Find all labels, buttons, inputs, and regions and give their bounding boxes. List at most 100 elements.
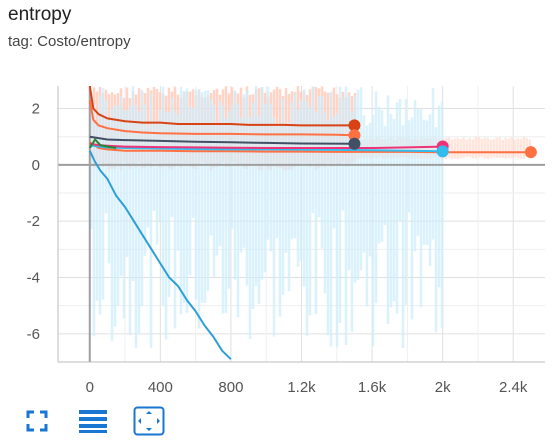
raw-band-bar (266, 86, 270, 240)
raw-band-bar (401, 125, 405, 348)
raw-band-bar (206, 90, 210, 292)
toggle-log-button[interactable] (76, 405, 110, 437)
raw-band-bar (242, 94, 246, 248)
series-end-marker[interactable] (348, 129, 361, 142)
series-end-marker[interactable] (524, 146, 537, 159)
raw-band-bar (501, 139, 504, 158)
raw-band-bar (413, 100, 417, 252)
raw-band-bar (209, 98, 213, 236)
chart-tag: tag: Costo/entropy (8, 33, 131, 50)
raw-band-bar (143, 103, 147, 256)
fit-domain-button[interactable] (132, 405, 166, 437)
raw-band-bar (465, 139, 468, 158)
raw-band-bar (317, 95, 321, 218)
series-line[interactable] (88, 138, 117, 149)
raw-band-bar (428, 114, 432, 267)
raw-band-bar (359, 87, 363, 271)
series-end-marker[interactable] (348, 119, 361, 132)
raw-band-bar (146, 125, 150, 228)
raw-band-bar (119, 96, 123, 277)
raw-band-bar (386, 95, 390, 324)
raw-band-bar (447, 137, 450, 158)
raw-band-bar (362, 115, 366, 253)
raw-band-bar (218, 100, 222, 247)
fullscreen-button[interactable] (20, 405, 54, 437)
raw-band-bar (263, 104, 267, 273)
raw-band-bar (486, 137, 489, 159)
raw-band-bar (495, 137, 498, 158)
raw-band-bar (221, 105, 225, 314)
chart-title: entropy (8, 4, 72, 25)
raw-band-bar (308, 107, 312, 316)
axes (57, 86, 545, 363)
raw-band-bar (161, 86, 165, 306)
y-tick-label: 0 (32, 157, 40, 174)
list-icon (79, 410, 107, 433)
raw-band-bar (257, 116, 261, 305)
raw-band-bar (182, 91, 186, 304)
raw-band-bar (356, 89, 360, 280)
raw-band-bar (152, 120, 156, 211)
raw-band-bar (404, 99, 408, 305)
series-line[interactable] (88, 150, 232, 360)
raw-band-bar (215, 122, 219, 256)
raw-band-bar (176, 114, 180, 251)
raw-band-bar (453, 138, 456, 159)
raw-band-bar (353, 96, 357, 283)
raw-band-bar (251, 102, 255, 310)
series-line[interactable] (89, 141, 531, 154)
raw-band-bar (492, 139, 495, 158)
raw-band-bar (483, 137, 486, 159)
fit-domain-icon (133, 406, 165, 436)
raw-band-bar (398, 98, 402, 221)
raw-band-bar (137, 111, 141, 335)
raw-band-bar (260, 87, 264, 280)
raw-band-bar (329, 91, 333, 347)
chart-plot[interactable]: 0 400 800 1.2k 1.6k 2k 2.4k 2 0 -2 -4 -6 (0, 0, 552, 400)
raw-band-bar (95, 122, 99, 301)
raw-band-bar (462, 137, 465, 158)
raw-band-bar (128, 106, 132, 336)
raw-band-bar (110, 108, 114, 341)
raw-band-bar (389, 113, 393, 308)
raw-band-bar (419, 109, 423, 308)
raw-band-bar (416, 109, 420, 236)
raw-band-bar (272, 117, 276, 337)
raw-band-bar (480, 138, 483, 158)
raw-band-bar (212, 105, 216, 277)
raw-band-bar (410, 117, 414, 320)
series-line[interactable] (88, 99, 355, 137)
series-end-marker[interactable] (436, 145, 449, 158)
raw-band-bar (314, 111, 318, 314)
raw-band-bar (200, 92, 204, 303)
x-tick-label: 1.2k (287, 379, 316, 396)
raw-band-bar (365, 125, 369, 307)
end-markers (348, 119, 537, 159)
raw-band-bar (248, 117, 252, 339)
raw-band-bar (323, 112, 327, 294)
raw-band-bar (377, 106, 381, 244)
raw-band-bar (254, 86, 258, 287)
raw-band-bar (164, 111, 168, 340)
raw-band-bar (437, 105, 441, 288)
raw-band-bar (203, 90, 207, 303)
raw-band-bar (335, 113, 339, 348)
raw-band-bar (474, 136, 477, 159)
series-line[interactable] (89, 135, 355, 145)
raw-band-bar (233, 90, 237, 280)
raw-band-bar (425, 120, 429, 246)
raw-band-bar (236, 103, 240, 318)
raw-band-bar (191, 107, 195, 219)
raw-band-bar (113, 105, 117, 327)
raw-band-bar (302, 89, 306, 287)
raw-band-bar (98, 96, 102, 315)
series-end-marker[interactable] (348, 137, 361, 150)
raw-band-bar (269, 103, 273, 252)
raw-band-bar (459, 139, 462, 159)
series-line[interactable] (88, 86, 355, 127)
raw-band-bar (347, 95, 351, 271)
raw-band-bar (125, 110, 129, 257)
raw-band-bar (305, 101, 309, 336)
raw-band-bar (89, 104, 93, 229)
raw-band-bar (104, 100, 108, 214)
